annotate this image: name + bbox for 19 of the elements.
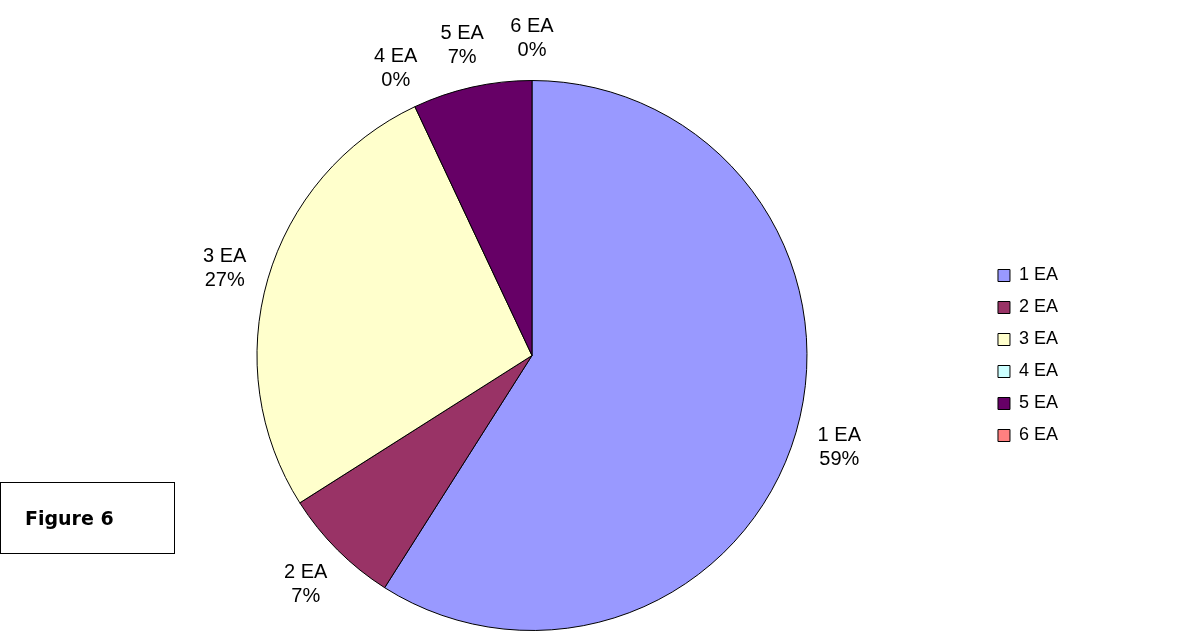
- text: 0%: [381, 67, 411, 90]
- slice-label: 2 EA: [284, 559, 329, 582]
- slice-label: 1 EA: [817, 422, 862, 445]
- legend-label: 4 EA: [1018, 360, 1059, 381]
- category-label: 4 EA: [374, 43, 418, 66]
- slice-label: 3 EA: [203, 244, 248, 267]
- data-label: 7%: [447, 45, 477, 68]
- category-label: 6 EA: [510, 13, 554, 36]
- legend-label: 5 EA: [1018, 392, 1059, 413]
- caption: Figure 6: [0, 482, 175, 554]
- text: 0%: [517, 37, 547, 60]
- slice-label: 5 EA: [440, 21, 485, 44]
- legend-label: 1 EA: [1018, 264, 1059, 285]
- legend-label: 6 EA: [1018, 424, 1059, 445]
- legend-label: 2 EA: [1018, 296, 1059, 317]
- data-label: 7%: [291, 583, 321, 606]
- data-label: 27%: [204, 268, 245, 291]
- data-label: 59%: [819, 446, 860, 469]
- legend-label: 3 EA: [1018, 328, 1059, 349]
